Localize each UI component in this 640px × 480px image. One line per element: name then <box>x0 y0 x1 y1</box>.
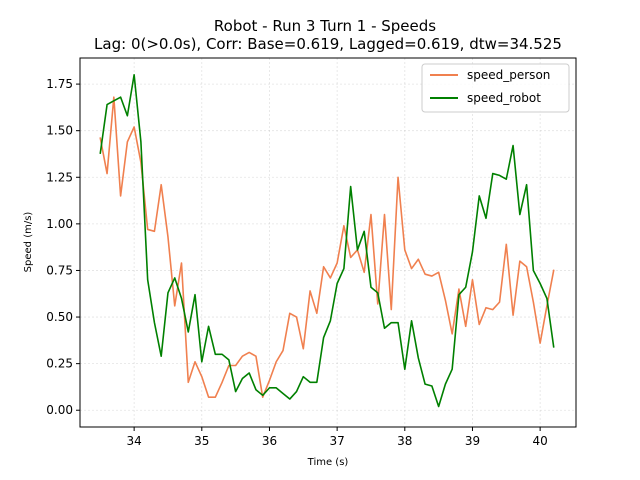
y-tick-label: 0.50 <box>46 310 73 324</box>
chart-title-line1: Robot - Run 3 Turn 1 - Speeds <box>214 17 436 35</box>
x-tick-label: 39 <box>465 434 480 448</box>
legend-label-speed-robot: speed_robot <box>467 91 541 105</box>
legend-label-speed-person: speed_person <box>467 68 550 82</box>
legend: speed_person speed_robot <box>421 63 570 113</box>
chart-title-line2: Lag: 0(>0.0s), Corr: Base=0.619, Lagged=… <box>94 35 562 53</box>
y-axis-label: Speed (m/s) <box>23 212 34 273</box>
x-tick-label: 34 <box>126 434 141 448</box>
plot-area-frame <box>79 57 577 428</box>
series-line-speed-robot <box>99 73 555 408</box>
y-tick-label: 1.00 <box>46 217 73 231</box>
grid <box>80 58 576 427</box>
x-tick-label: 36 <box>262 434 277 448</box>
y-axis-ticks: 0.00 0.25 0.50 0.75 1.00 1.25 1.50 1.75 <box>46 77 80 417</box>
x-tick-label: 35 <box>194 434 209 448</box>
x-tick-label: 38 <box>397 434 412 448</box>
legend-box <box>421 63 570 113</box>
x-tick-label: 37 <box>329 434 344 448</box>
y-tick-label: 0.00 <box>46 403 73 417</box>
y-tick-label: 1.50 <box>46 124 73 138</box>
series-line-speed-person <box>99 96 555 398</box>
x-axis-ticks: 34 35 36 37 38 39 40 <box>126 427 548 448</box>
x-axis-label: Time (s) <box>307 457 349 468</box>
series-lines <box>99 73 555 408</box>
x-tick-label: 40 <box>532 434 547 448</box>
y-tick-label: 0.25 <box>46 357 73 371</box>
y-tick-label: 1.75 <box>46 77 73 91</box>
y-tick-label: 0.75 <box>46 263 73 277</box>
y-tick-label: 1.25 <box>46 170 73 184</box>
